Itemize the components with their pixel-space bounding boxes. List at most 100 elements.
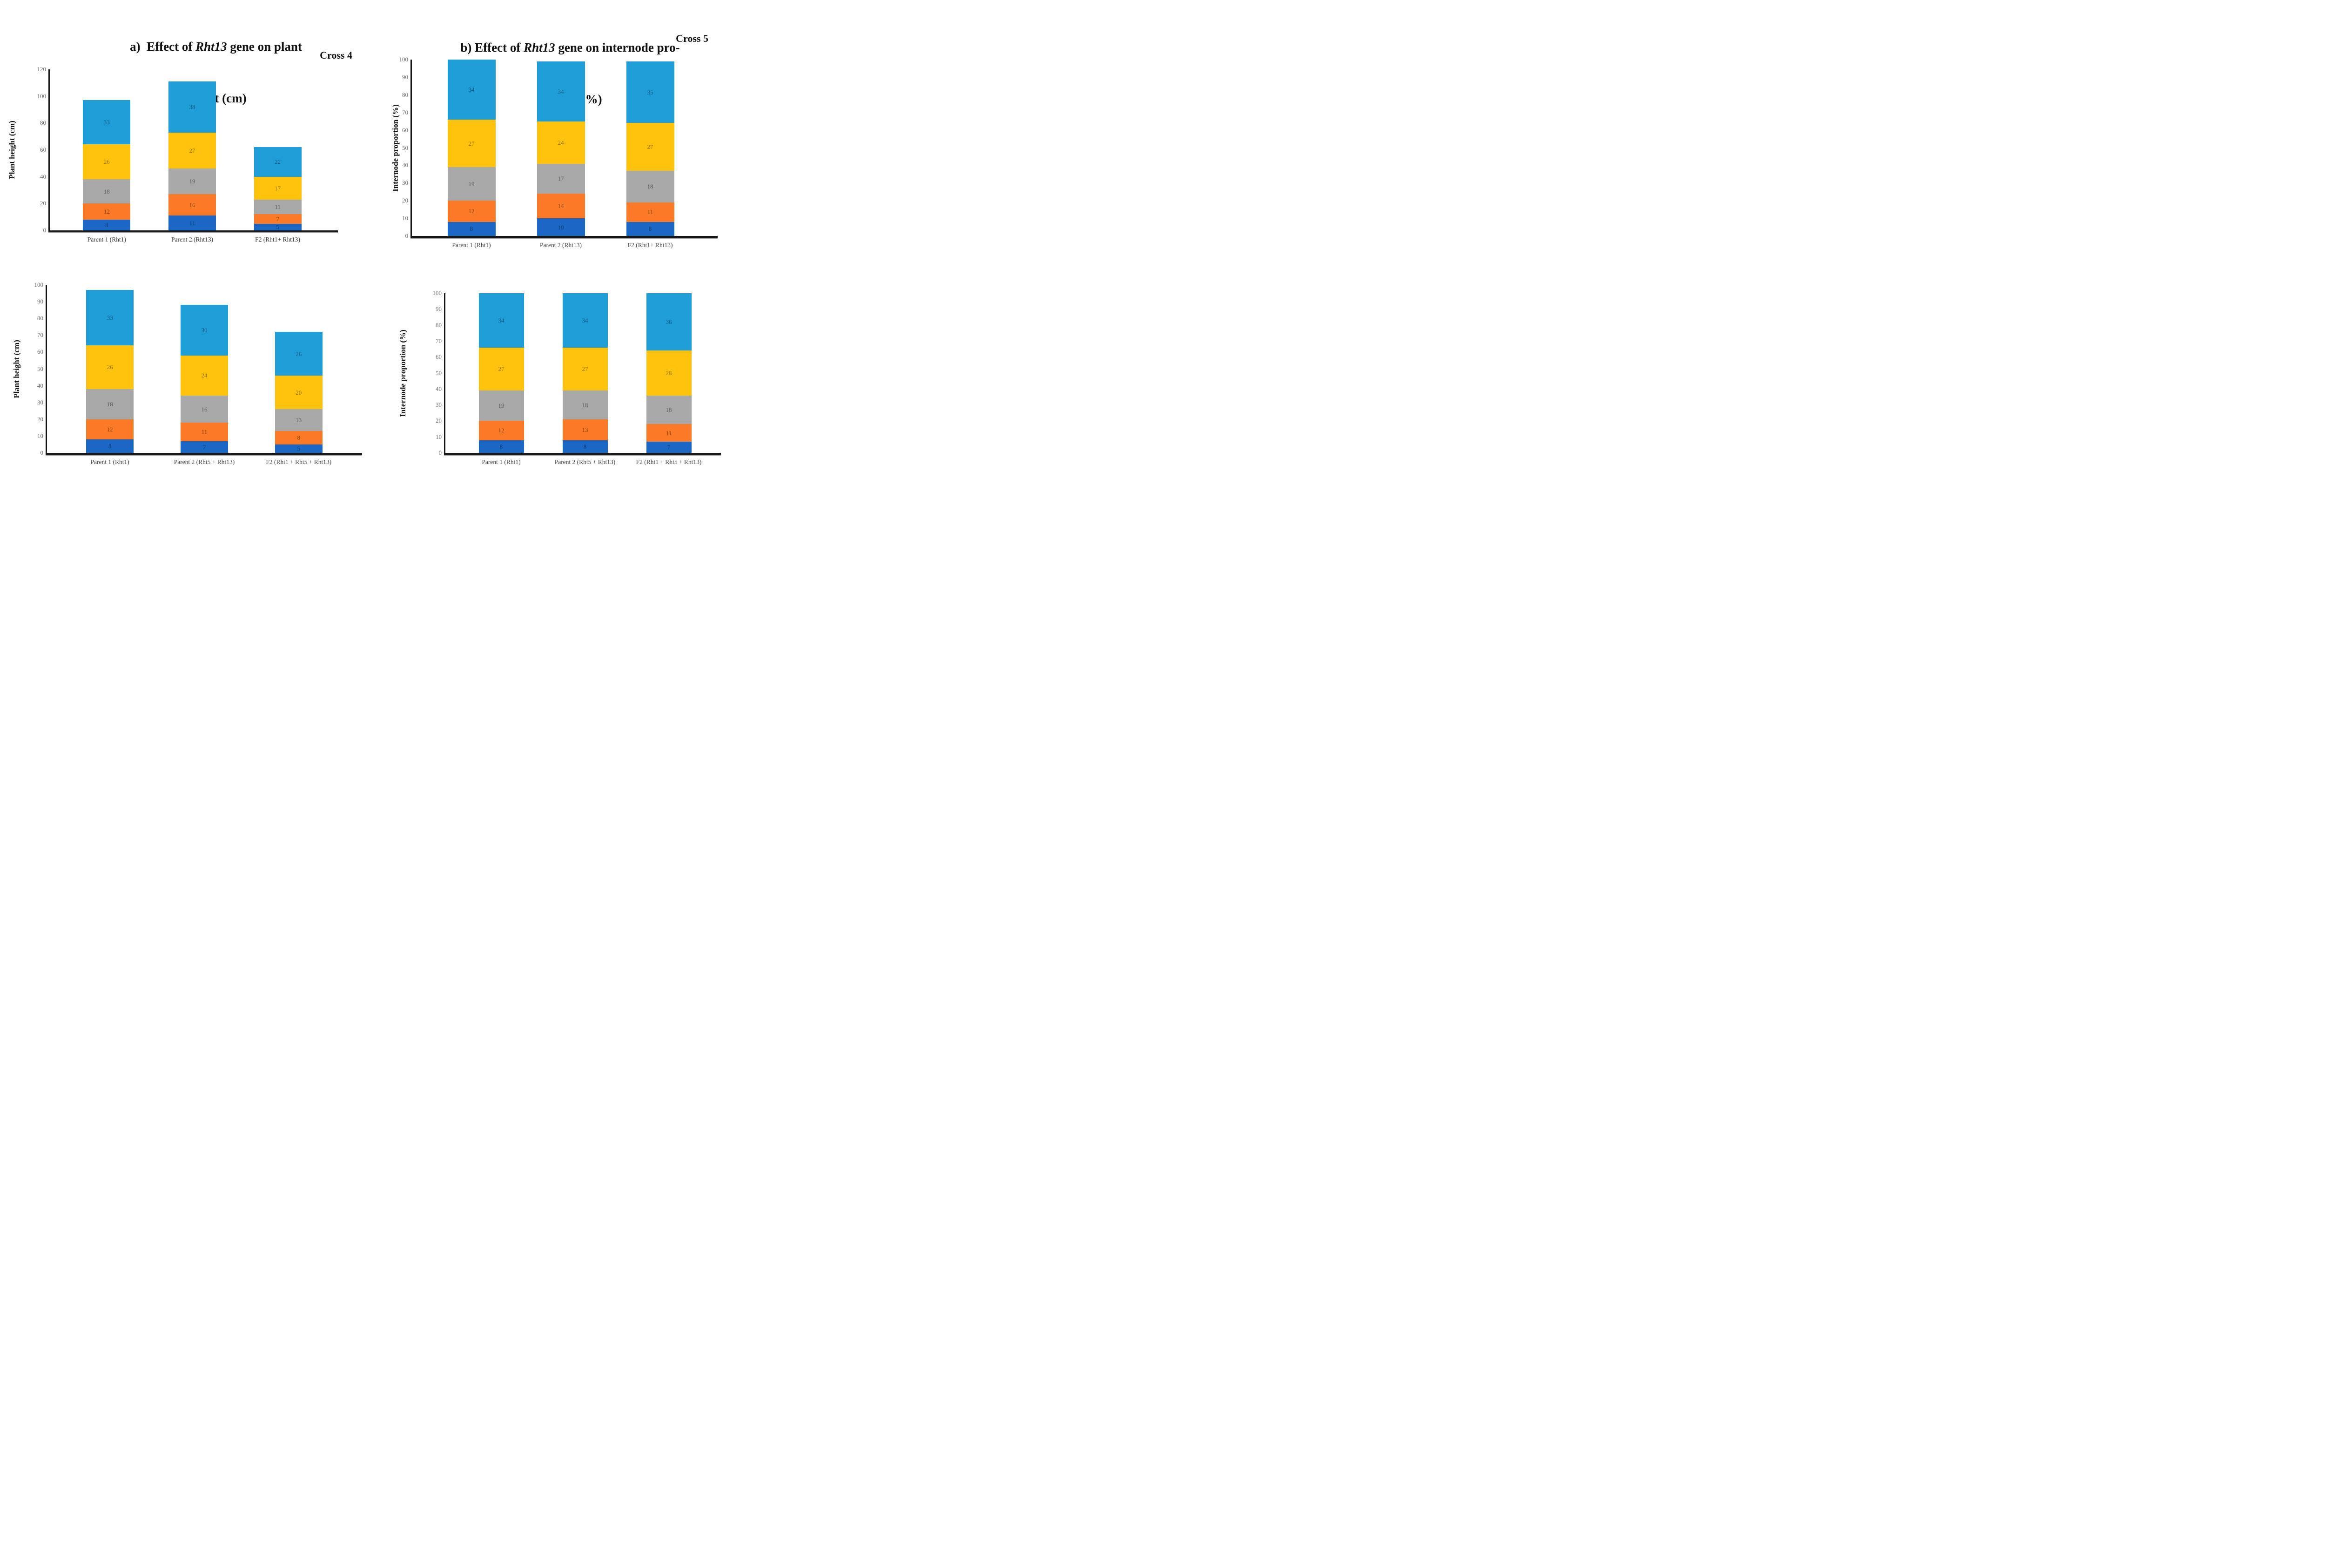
bar-segment: 12 (447, 201, 496, 222)
cross5-label: Cross 5 (676, 33, 708, 44)
y-tick-label: 60 (402, 126, 408, 134)
bar-segment-value: 8 (470, 225, 473, 233)
x-category-label: F2 (Rht1 + Rht5 + Rht13) (266, 458, 332, 465)
x-category-label: F2 (Rht1 + Rht5 + Rht13) (636, 458, 702, 465)
bar-segment-value: 19 (189, 178, 195, 185)
title-text: b) Effect of (460, 40, 524, 54)
bar-segment: 27 (478, 347, 524, 391)
bar-segment-value: 18 (582, 401, 588, 409)
bar-segment-value: 11 (647, 209, 653, 216)
bar-segment: 18 (646, 395, 692, 424)
x-axis-line (46, 453, 362, 455)
bar-segment-value: 26 (103, 158, 110, 166)
bar-segment-value: 8 (648, 225, 652, 233)
bar-segment: 11 (646, 424, 692, 442)
y-tick-label: 50 (436, 369, 442, 377)
y-tick-label: 0 (405, 232, 409, 239)
y-tick-label: 80 (37, 315, 43, 322)
figure: a) Effect of Rht13 gene on plant height … (0, 0, 722, 469)
bar-segment-value: 12 (103, 208, 110, 215)
bar-segment-value: 8 (105, 221, 108, 229)
y-tick-label: 40 (40, 173, 46, 180)
panel-a-title-line2: height (cm) (185, 91, 247, 105)
bar-segment: 5 (254, 223, 302, 231)
bar-segment: 26 (83, 144, 131, 180)
bar-segment: 8 (86, 439, 134, 453)
bar-segment-value: 7 (202, 443, 206, 451)
y-tick-label: 20 (436, 417, 442, 424)
bar-segment: 30 (181, 305, 228, 356)
bar-segment-value: 17 (558, 175, 564, 182)
bar-segment-value: 26 (296, 350, 302, 357)
y-tick-label: 10 (37, 432, 43, 439)
y-tick-label: 20 (40, 200, 46, 207)
y-tick-label: 80 (436, 321, 442, 329)
bar-segment: 26 (86, 345, 134, 389)
bar-segment: 12 (478, 421, 524, 440)
bar-segment: 17 (254, 176, 302, 200)
y-tick-label: 0 (43, 227, 47, 234)
bar-segment-value: 8 (583, 443, 587, 450)
bar-segment-value: 36 (666, 318, 672, 326)
y-tick-label: 90 (436, 305, 442, 313)
y-tick-label: 60 (436, 353, 442, 361)
bar-segment-value: 28 (666, 369, 672, 377)
bar-segment: 34 (478, 293, 524, 348)
bar-segment-value: 27 (468, 140, 475, 147)
bar-segment: 14 (537, 194, 585, 219)
bar-segment: 34 (537, 61, 585, 121)
bar-segment-value: 11 (275, 203, 281, 211)
y-axis-line (410, 60, 412, 238)
bar-segment-value: 10 (558, 223, 564, 231)
y-tick-label: 100 (37, 92, 47, 100)
y-tick-label: 70 (436, 337, 442, 344)
bar-segment-value: 8 (297, 434, 301, 441)
bar-segment-value: 18 (666, 406, 672, 413)
bar-segment: 19 (478, 390, 524, 421)
bar-segment-value: 17 (275, 184, 281, 192)
bar-segment-value: 27 (647, 143, 653, 151)
bar-segment: 33 (86, 289, 134, 345)
bar-segment-value: 20 (296, 389, 302, 396)
bar-segment: 18 (86, 389, 134, 419)
bar-segment-value: 11 (189, 219, 195, 227)
y-axis-title: Plant height (cm) (7, 121, 16, 179)
bar-segment: 33 (83, 100, 131, 145)
bar-segment: 18 (562, 390, 608, 419)
x-category-label: Parent 2 (Rht13) (540, 242, 582, 249)
title-text: a) Effect of (130, 40, 196, 54)
x-category-label: Parent 1 (Rht1) (87, 236, 127, 243)
bar-segment: 20 (275, 375, 323, 410)
y-tick-label: 30 (402, 179, 408, 187)
bar-segment: 13 (562, 419, 608, 440)
bar-segment-value: 5 (276, 223, 279, 231)
y-tick-label: 70 (402, 108, 408, 116)
y-tick-label: 30 (37, 398, 43, 406)
bar-segment: 11 (181, 423, 228, 441)
bar-segment: 28 (646, 350, 692, 396)
bar-segment-value: 7 (667, 444, 671, 451)
bar-segment-value: 19 (498, 402, 504, 410)
bar-segment: 12 (83, 203, 131, 220)
bar-segment: 10 (537, 218, 585, 236)
x-axis-line (410, 236, 718, 238)
y-tick-label: 40 (436, 385, 442, 392)
bar-segment-value: 12 (498, 427, 504, 434)
bar-segment: 34 (447, 60, 496, 120)
bar-segment-value: 8 (108, 443, 112, 450)
bar-segment-value: 33 (103, 119, 110, 126)
y-tick-label: 0 (40, 449, 44, 456)
bar-segment: 11 (626, 202, 674, 222)
bar-segment: 8 (562, 440, 608, 453)
bar-segment-value: 34 (468, 86, 475, 93)
bar-segment: 16 (181, 396, 228, 423)
x-category-label: F2 (Rht1+ Rht13) (255, 236, 301, 243)
y-axis-line (46, 285, 47, 455)
bar-segment-value: 26 (107, 363, 113, 371)
y-tick-label: 10 (402, 215, 408, 222)
y-tick-label: 80 (402, 91, 408, 98)
y-tick-label: 90 (37, 298, 43, 305)
bar-segment: 27 (562, 347, 608, 391)
bar-segment: 19 (168, 168, 216, 195)
bar-segment-value: 8 (499, 443, 503, 450)
